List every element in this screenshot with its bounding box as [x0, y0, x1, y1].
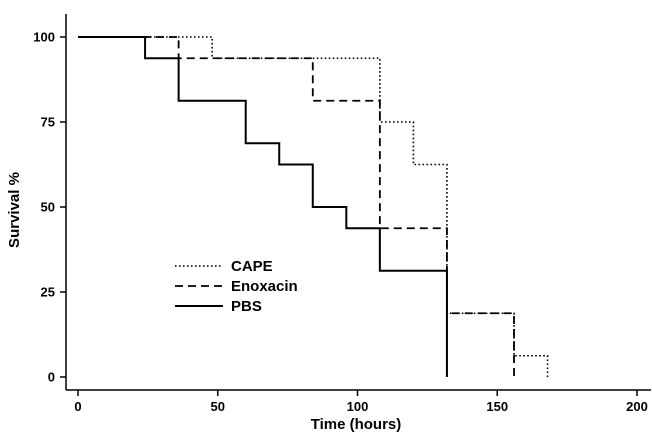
chart-legend: CAPE Enoxacin PBS	[175, 258, 298, 315]
x-axis-title: Time (hours)	[311, 416, 402, 433]
legend-label-enoxacin: Enoxacin	[231, 278, 298, 295]
x-tick-label: 200	[626, 399, 648, 414]
y-tick-label: 75	[41, 115, 55, 130]
series-layer	[78, 36, 549, 377]
y-tick-label: 50	[41, 200, 55, 215]
legend-label-pbs: PBS	[231, 298, 262, 315]
legend-label-cape: CAPE	[231, 258, 273, 275]
x-tick-label: 50	[211, 399, 225, 414]
series-line-pbs	[78, 36, 448, 377]
y-tick-label: 100	[33, 30, 55, 45]
x-tick-label: 150	[486, 399, 508, 414]
y-axis-title: Survival %	[6, 172, 23, 248]
x-tick-label: 0	[74, 399, 81, 414]
x-tick-label: 100	[347, 399, 369, 414]
y-tick-label: 0	[48, 370, 55, 385]
series-line-enoxacin	[78, 36, 515, 377]
chart-axes: 0 25 50 75 100 0 50 100 150 200	[33, 14, 651, 414]
y-tick-label: 25	[41, 285, 55, 300]
